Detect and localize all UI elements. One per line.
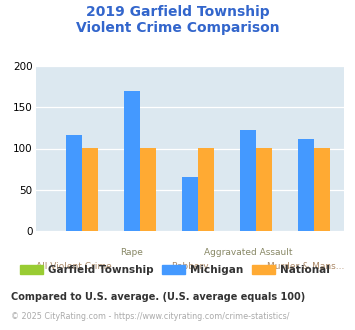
Text: Rape: Rape xyxy=(120,248,143,257)
Bar xyxy=(124,91,140,231)
Text: All Violent Crime: All Violent Crime xyxy=(36,262,112,271)
Bar xyxy=(182,177,198,231)
Legend: Garfield Township, Michigan, National: Garfield Township, Michigan, National xyxy=(16,261,334,280)
Bar xyxy=(66,135,82,231)
Bar xyxy=(256,148,272,231)
Text: Compared to U.S. average. (U.S. average equals 100): Compared to U.S. average. (U.S. average … xyxy=(11,292,305,302)
Bar xyxy=(198,148,214,231)
Text: 2019 Garfield Township: 2019 Garfield Township xyxy=(86,5,269,19)
Bar xyxy=(314,148,330,231)
Text: Robbery: Robbery xyxy=(171,262,209,271)
Text: © 2025 CityRating.com - https://www.cityrating.com/crime-statistics/: © 2025 CityRating.com - https://www.city… xyxy=(11,312,289,321)
Bar xyxy=(298,139,314,231)
Bar xyxy=(240,129,256,231)
Bar xyxy=(140,148,156,231)
Text: Aggravated Assault: Aggravated Assault xyxy=(204,248,292,257)
Text: Murder & Mans...: Murder & Mans... xyxy=(267,262,345,271)
Bar xyxy=(82,148,98,231)
Text: Violent Crime Comparison: Violent Crime Comparison xyxy=(76,21,279,35)
